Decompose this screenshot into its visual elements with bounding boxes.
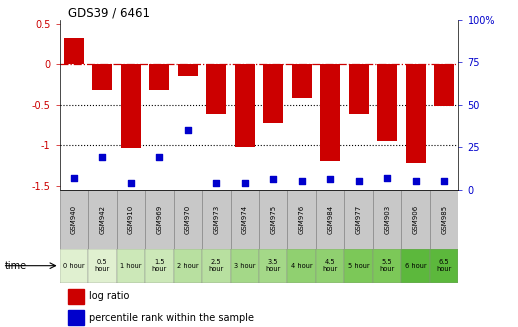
Bar	[64, 38, 84, 64]
Point	[69, 175, 78, 181]
Bar	[88, 190, 117, 249]
Bar	[178, 64, 198, 76]
Text: GSM940: GSM940	[71, 204, 77, 234]
Point	[98, 155, 107, 160]
Text: GSM973: GSM973	[213, 204, 219, 234]
Text: GSM976: GSM976	[299, 204, 305, 234]
Text: GSM985: GSM985	[441, 204, 447, 234]
Bar	[287, 190, 316, 249]
Bar	[60, 190, 88, 249]
Text: 3.5
hour: 3.5 hour	[266, 259, 281, 272]
Point	[326, 177, 335, 182]
Text: 2 hour: 2 hour	[177, 263, 198, 269]
Text: 4.5
hour: 4.5 hour	[323, 259, 338, 272]
Bar	[235, 64, 255, 147]
Bar	[145, 190, 174, 249]
Text: GSM910: GSM910	[128, 204, 134, 234]
Text: GDS39 / 6461: GDS39 / 6461	[67, 7, 150, 20]
Point	[240, 180, 249, 185]
Bar	[401, 190, 430, 249]
Point	[212, 180, 221, 185]
Text: log ratio: log ratio	[90, 291, 130, 301]
Text: 0 hour: 0 hour	[63, 263, 84, 269]
Text: 2.5
hour: 2.5 hour	[209, 259, 224, 272]
Bar	[406, 64, 426, 163]
Bar	[88, 249, 117, 283]
Text: 1.5
hour: 1.5 hour	[152, 259, 167, 272]
Text: GSM906: GSM906	[413, 204, 419, 234]
Bar	[145, 249, 174, 283]
Bar	[292, 64, 312, 98]
Bar	[373, 190, 401, 249]
Bar	[231, 190, 259, 249]
Text: 5 hour: 5 hour	[348, 263, 369, 269]
Point	[155, 155, 164, 160]
Point	[411, 179, 420, 184]
Bar	[434, 64, 454, 106]
Text: GSM975: GSM975	[270, 204, 276, 234]
Bar	[316, 190, 344, 249]
Bar	[287, 249, 316, 283]
Point	[126, 180, 135, 185]
Point	[269, 177, 278, 182]
Bar	[121, 64, 141, 147]
Point	[440, 179, 449, 184]
Bar	[344, 249, 373, 283]
Bar	[174, 249, 202, 283]
Bar	[174, 190, 202, 249]
Bar	[320, 64, 340, 161]
Bar	[263, 64, 283, 123]
Point	[183, 128, 192, 133]
Bar	[259, 249, 287, 283]
Bar	[67, 289, 83, 303]
Bar	[149, 64, 169, 90]
Text: 3 hour: 3 hour	[234, 263, 255, 269]
Text: 1 hour: 1 hour	[120, 263, 141, 269]
Text: 4 hour: 4 hour	[291, 263, 312, 269]
Bar	[259, 190, 287, 249]
Point	[383, 175, 392, 181]
Point	[354, 179, 363, 184]
Bar	[60, 249, 88, 283]
Bar	[117, 249, 145, 283]
Point	[297, 179, 306, 184]
Bar	[430, 249, 458, 283]
Bar	[373, 249, 401, 283]
Text: 6 hour: 6 hour	[405, 263, 426, 269]
Text: GSM969: GSM969	[156, 204, 162, 234]
Bar	[344, 190, 373, 249]
Text: time: time	[5, 261, 27, 271]
Text: GSM977: GSM977	[356, 204, 362, 234]
Bar	[430, 190, 458, 249]
Text: 5.5
hour: 5.5 hour	[380, 259, 395, 272]
Bar	[117, 190, 145, 249]
Text: GSM974: GSM974	[242, 204, 248, 234]
Text: GSM942: GSM942	[99, 205, 105, 233]
Bar	[231, 249, 259, 283]
Text: GSM984: GSM984	[327, 204, 333, 234]
Bar	[377, 64, 397, 141]
Text: GSM970: GSM970	[185, 204, 191, 234]
Text: percentile rank within the sample: percentile rank within the sample	[90, 313, 254, 323]
Bar	[92, 64, 112, 90]
Bar	[202, 190, 231, 249]
Bar	[349, 64, 369, 114]
Bar	[202, 249, 231, 283]
Bar	[401, 249, 430, 283]
Bar	[67, 310, 83, 325]
Text: GSM903: GSM903	[384, 204, 390, 234]
Text: 6.5
hour: 6.5 hour	[437, 259, 452, 272]
Bar	[206, 64, 226, 114]
Text: 0.5
hour: 0.5 hour	[95, 259, 110, 272]
Bar	[316, 249, 344, 283]
